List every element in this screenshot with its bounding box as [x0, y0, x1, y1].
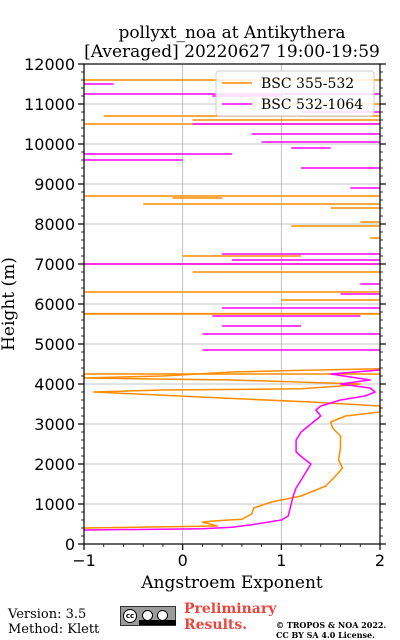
y-tick-label-5: 5000: [34, 335, 75, 354]
y-tick-label-4: 4000: [34, 375, 75, 394]
chart: pollyxt_noa at Antikythera [Averaged] 20…: [0, 23, 386, 593]
y-tick-label-6: 6000: [34, 295, 75, 314]
preliminary-line2: Results.: [184, 617, 248, 633]
y-tick-label-11: 11000: [24, 95, 75, 114]
y-tick-label-9: 9000: [34, 175, 75, 194]
legend-label-bsc-355-532: BSC 355-532: [261, 76, 354, 92]
legend-label-bsc-532-1064: BSC 532-1064: [261, 97, 363, 113]
y-tick-label-12: 12000: [24, 55, 75, 74]
badge-strip: [139, 620, 176, 625]
series-layer: [83, 79, 381, 531]
y-tick-label-10: 10000: [24, 135, 75, 154]
chart-title-line1: pollyxt_noa at Antikythera: [118, 23, 345, 43]
legend-box: [215, 70, 375, 117]
preliminary-line1: Preliminary: [184, 601, 277, 617]
y-tick-label-7: 7000: [34, 255, 75, 274]
x-axis-label: Angstroem Exponent: [140, 573, 323, 593]
legend: BSC 355-532 BSC 532-1064: [215, 70, 375, 117]
chart-title-line2: [Averaged] 20220627 19:00-19:59: [84, 42, 380, 62]
series-line-1: [83, 369, 381, 531]
y-tick-label-8: 8000: [34, 215, 75, 234]
method-text: Method: Klett: [8, 622, 100, 637]
cc-by-sa-badge-icon: cc: [120, 606, 176, 626]
version-text: Version: 3.5: [8, 607, 87, 622]
grid: [83, 63, 381, 545]
y-tick-label-1: 1000: [34, 495, 75, 514]
x-tick-label-3: 2: [375, 551, 385, 570]
y-axis-label: Height (m): [0, 257, 19, 351]
copyright-line1: © TROPOS & NOA 2022.: [276, 620, 387, 630]
copyright-notice: © TROPOS & NOA 2022. CC BY SA 4.0 Licens…: [276, 620, 400, 640]
series-line-0: [83, 368, 381, 529]
y-tick-label-0: 0: [65, 535, 75, 554]
x-tick-label-2: 1: [276, 551, 286, 570]
copyright-line2: CC BY SA 4.0 License.: [276, 630, 375, 640]
y-tick-label-3: 3000: [34, 415, 75, 434]
preliminary-notice: Preliminary Results.: [184, 601, 284, 633]
y-tick-label-2: 2000: [34, 455, 75, 474]
x-tick-label-1: 0: [178, 551, 188, 570]
ticks: 0 1000 2000 3000 4000 5000 6000 7000 8000 9000 100…: [24, 55, 386, 570]
cc-icon: cc: [123, 609, 137, 623]
x-tick-label-0: −1: [72, 551, 96, 570]
